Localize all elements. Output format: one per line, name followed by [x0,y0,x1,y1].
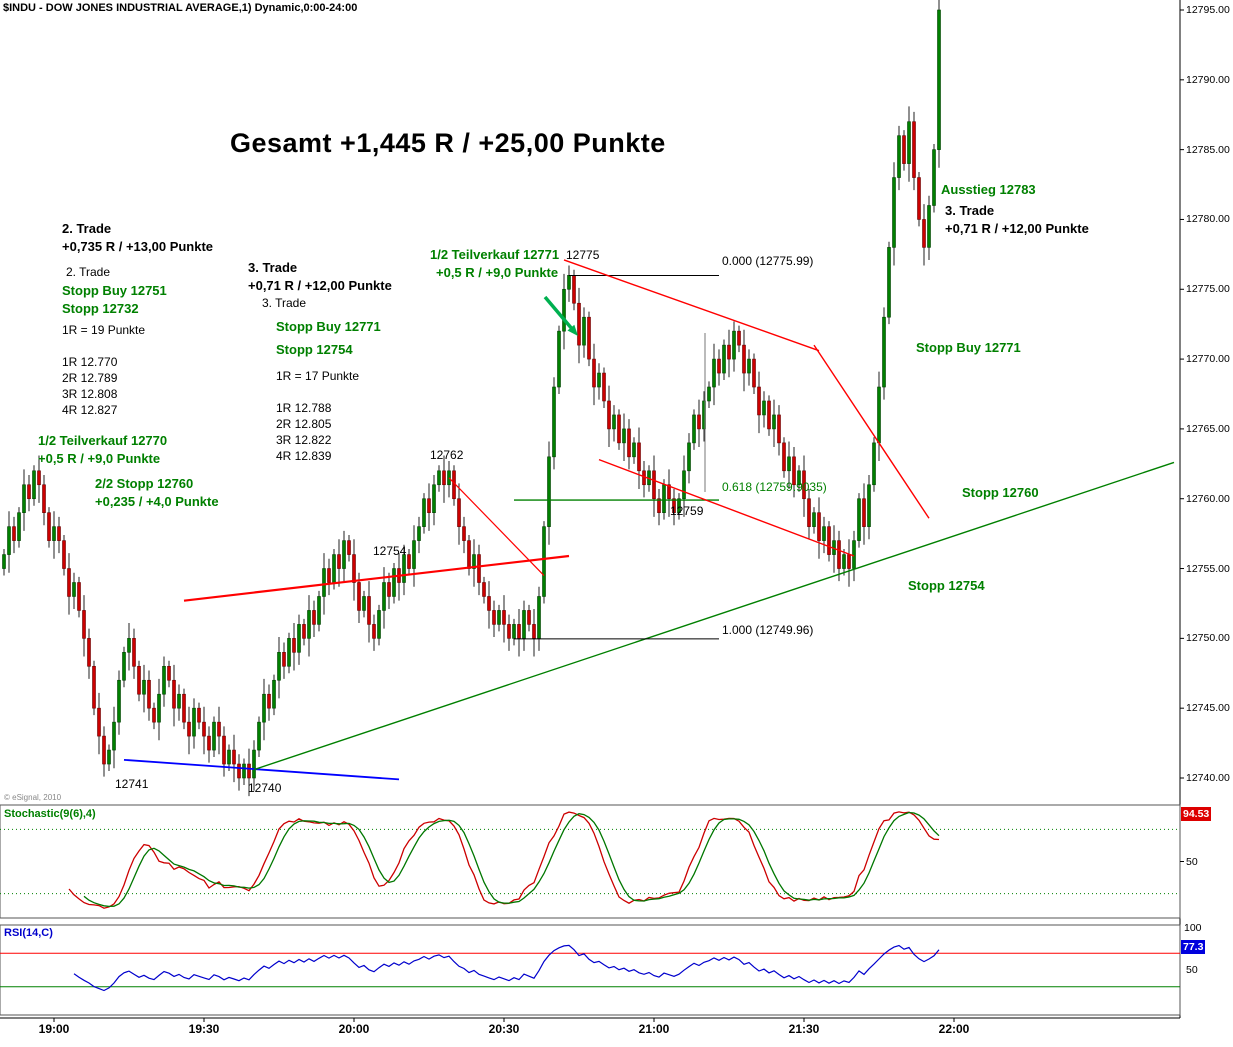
chart-annotation: 2/2 Stopp 12760 [95,476,194,491]
axis-label: 12760.00 [1186,492,1230,505]
chart-annotation: Stopp Buy 12751 [62,283,167,298]
chart-annotation: 12762 [430,448,464,462]
axis-label: 50 [1186,964,1198,976]
chart-annotation: 4R 12.839 [276,449,332,463]
chart-annotation: 0.618 (12759.9035) [722,480,827,494]
chart-annotation: 1R = 19 Punkte [62,323,146,337]
axis-label: 19:30 [188,1022,220,1036]
chart-annotation: 2. Trade [66,265,111,279]
chart-annotation: Stopp Buy 12771 [276,319,381,334]
chart-annotation: Stopp 12760 [962,485,1039,500]
chart-annotation: 1/2 Teilverkauf 12770 [38,433,168,448]
axis-label: 20:00 [338,1022,370,1036]
chart-annotation: 1R 12.770 [62,355,118,369]
chart-annotation: +0,235 / +4,0 Punkte [95,494,219,509]
axis-label: 12755.00 [1186,562,1230,575]
chart-annotation: 12740 [248,781,282,795]
axis-label: 12795.00 [1186,4,1230,16]
chart-annotation: 1.000 (12749.96) [722,623,814,637]
chart-annotation: 1R 12.788 [276,401,332,415]
axis-label: 12790.00 [1186,73,1230,86]
axis-label: 12785.00 [1186,143,1230,156]
stochastic-value-badge: 94.53 [1181,807,1212,821]
rsi-value-badge: 77.3 [1181,940,1206,954]
axis-label: 12740.00 [1186,771,1230,784]
axis-label: 21:00 [638,1022,670,1036]
chart-annotation: +0,71 R / +12,00 Punkte [945,221,1089,236]
axis-label: 12765.00 [1186,422,1230,435]
chart-annotation: Stopp 12732 [62,301,139,316]
chart-annotation: 3. Trade [262,296,307,310]
chart-annotation: 12741 [115,777,149,791]
axis-label: 22:00 [938,1022,970,1036]
chart-annotation: 1R = 17 Punkte [276,369,360,383]
axis-label: 12745.00 [1186,702,1230,715]
chart-annotation: 2. Trade [62,221,112,236]
chart-annotation: 2R 12.789 [62,371,118,385]
result-headline: Gesamt +1,445 R / +25,00 Punkte [230,128,666,158]
chart-annotation: 4R 12.827 [62,403,118,417]
rsi-label: RSI(14,C) [4,927,53,939]
axis-label: 19:00 [38,1022,70,1036]
axis-label: 20:30 [488,1022,520,1036]
stochastic-label: Stochastic(9(6),4) [4,808,96,820]
chart-annotation: Stopp Buy 12771 [916,340,1021,355]
axis-label: 50 [1186,855,1198,868]
axis-label: 12775.00 [1186,283,1230,296]
chart-annotation: 12759 [670,504,704,518]
window-title: $INDU - DOW JONES INDUSTRIAL AVERAGE,1) … [3,2,358,14]
chart-annotation: 3R 12.808 [62,387,118,401]
chart-annotation: Ausstieg 12783 [941,182,1036,197]
chart-annotation: 12754 [373,544,407,558]
chart-annotation: 12775 [566,248,600,262]
chart-annotation: +0,5 R / +9,0 Punkte [436,265,559,280]
axis-label: 12780.00 [1186,213,1230,226]
axis-label: 12770.00 [1186,353,1230,366]
chart-annotation: Stopp 12754 [276,342,353,357]
chart-annotation: 2R 12.805 [276,417,332,431]
chart-annotation: 1/2 Teilverkauf 12771 [430,247,560,262]
chart-annotation: +0,735 R / +13,00 Punkte [62,239,214,254]
chart-annotation: 3. Trade [248,260,298,275]
chart-annotation: 3R 12.822 [276,433,332,447]
axis-label: 12750.00 [1186,632,1230,645]
chart-annotation: +0,5 R / +9,0 Punkte [38,451,161,466]
axis-label: 21:30 [788,1022,820,1036]
chart-annotation: 0.000 (12775.99) [722,254,814,268]
chart-annotation: 3. Trade [945,203,995,218]
copyright-note: © eSignal, 2010 [4,793,62,802]
chart-annotation: Stopp 12754 [908,578,985,593]
axis-label: 100 [1184,922,1202,934]
chart-annotation: +0,71 R / +12,00 Punkte [248,278,392,293]
